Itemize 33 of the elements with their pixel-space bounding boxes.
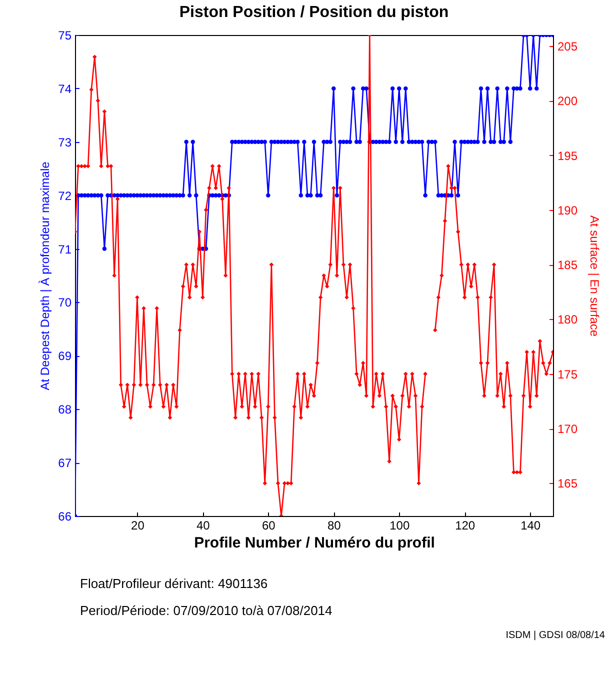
y-tick-label: 71	[58, 242, 72, 256]
x-tick-label: 40	[196, 518, 210, 532]
text: Float/Profileur dérivant: 4901136	[80, 576, 268, 591]
y-tick-label: 66	[58, 510, 72, 524]
y2-axis-title: At surface | En surface	[588, 215, 602, 337]
x-axis-title: Profile Number / Numéro du profil	[194, 534, 435, 552]
x-tick-label: 60	[262, 518, 276, 532]
y2-tick-label: 190	[558, 203, 578, 218]
y-tick-label: 75	[58, 28, 72, 42]
y2-tick-label: 175	[558, 367, 578, 382]
x-tick-label: 20	[131, 518, 145, 532]
y2-tick-label: 165	[558, 476, 578, 491]
y-tick-label: 72	[58, 188, 72, 203]
x-tick-label: 100	[390, 518, 410, 532]
y-axis-title: At Deepest Depth | À profondeur maximale	[38, 161, 52, 390]
y2-tick-label: 195	[558, 148, 578, 163]
text: Period/Période: 07/09/2010 to/à 07/08/2014	[80, 603, 332, 618]
y2-tick-label: 200	[558, 94, 578, 108]
y-tick-label: 70	[58, 296, 72, 310]
y-tick-label: 69	[58, 349, 72, 364]
x-tick-label: 140	[520, 518, 541, 532]
y-tick-label: 68	[58, 402, 72, 417]
y-tick-label: 67	[58, 456, 72, 470]
y-tick-label: 74	[58, 82, 72, 96]
chart-title: Piston Position / Position du piston	[179, 4, 449, 21]
y2-tick-label: 205	[558, 39, 578, 54]
text: ISDM | GDSI 08/08/14	[506, 630, 605, 641]
y2-tick-label: 185	[558, 258, 578, 272]
y2-tick-label: 170	[558, 422, 578, 436]
x-tick-label: 80	[327, 518, 342, 532]
y-tick-label: 73	[58, 135, 72, 150]
x-tick-label: 120	[455, 518, 476, 532]
y2-tick-label: 180	[558, 312, 578, 327]
